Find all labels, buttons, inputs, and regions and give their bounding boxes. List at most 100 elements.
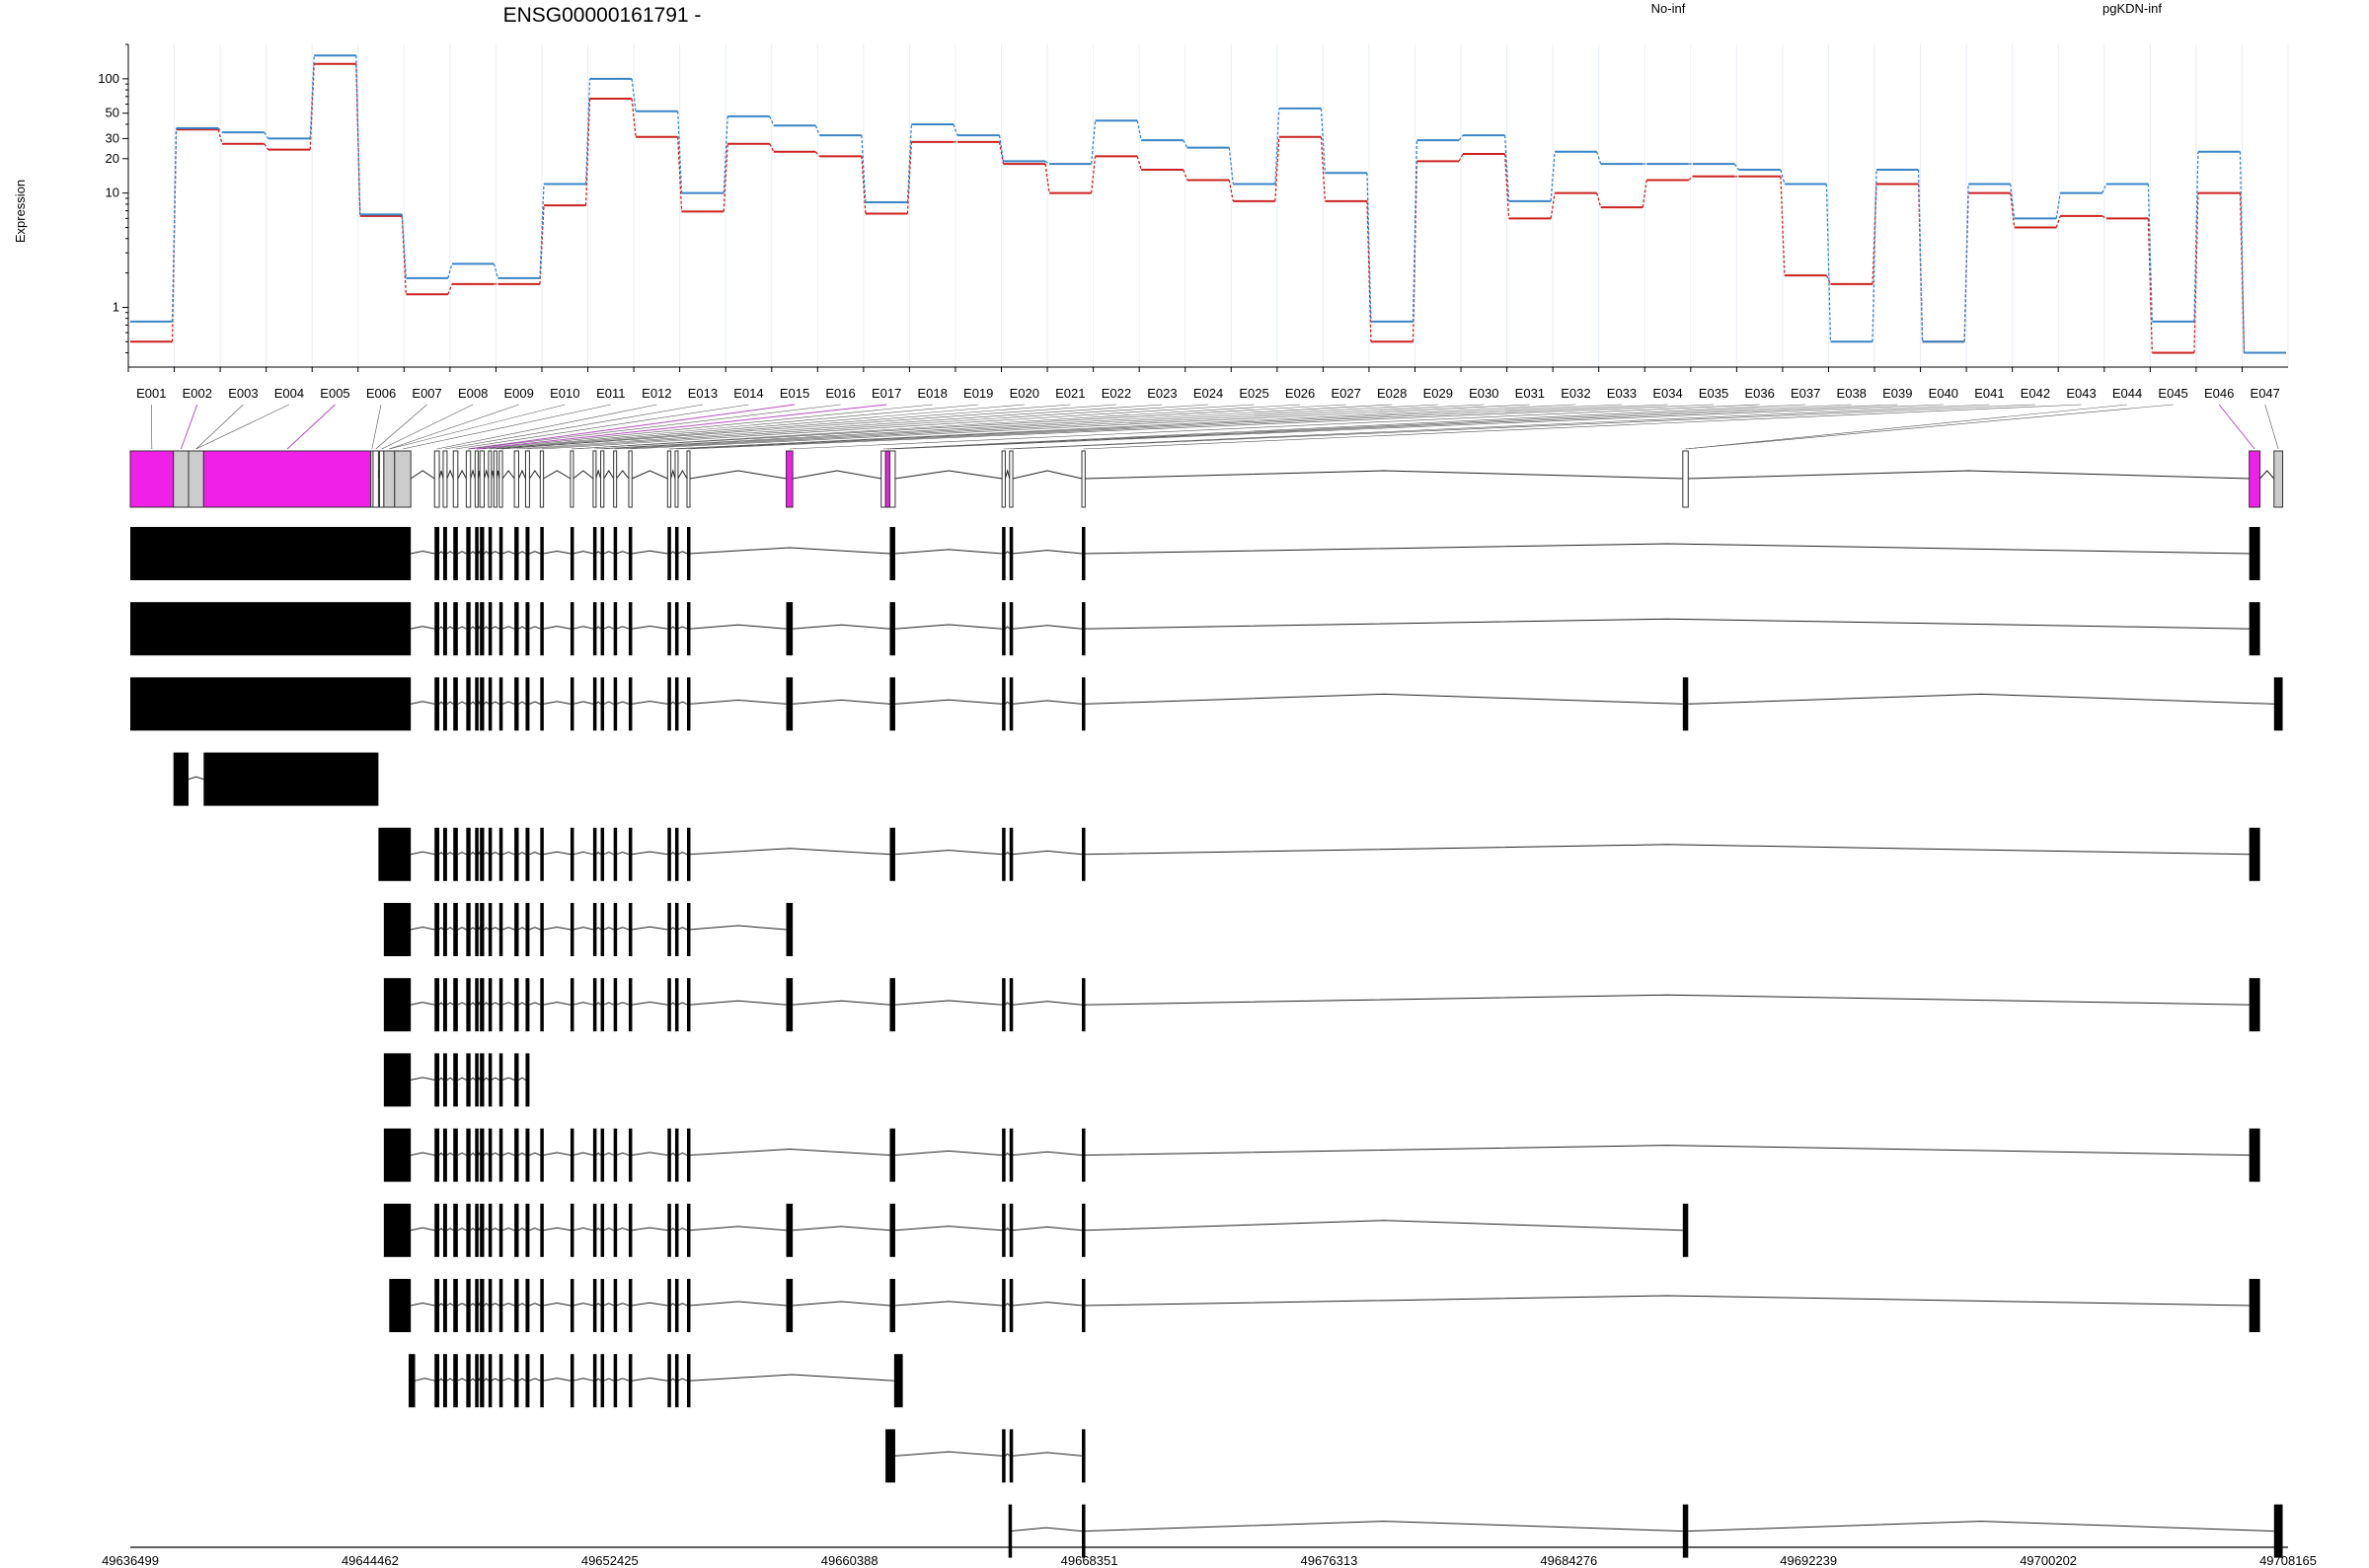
transcript-intron (457, 1303, 467, 1307)
transcript-intron (573, 1227, 594, 1232)
transcript-intron (438, 1152, 444, 1156)
transcript-exon (600, 1128, 605, 1182)
exon-connector (455, 404, 749, 450)
transcript-intron (689, 925, 787, 931)
genomic-tick-label: 49636499 (102, 1553, 159, 1568)
genomic-axis: 49636499 49644462 49652425 49660388 49668351… (102, 1546, 2317, 1568)
transcript-intron (894, 1226, 1003, 1232)
transcript-exon (1682, 1504, 1689, 1558)
transcript-exon (592, 978, 597, 1032)
transcript-intron (689, 848, 890, 856)
x-tick-label: E025 (1239, 386, 1268, 401)
series-2-link (355, 55, 361, 215)
genomic-tick-label: 49676313 (1301, 1553, 1358, 1568)
exon-connector (402, 404, 611, 450)
transcript-intron (670, 927, 676, 931)
transcript-exon (480, 1354, 485, 1408)
transcript-exon (442, 1354, 447, 1408)
y-tick-label: 100 (98, 71, 119, 86)
transcript-exon (498, 827, 503, 881)
transcript-row (173, 752, 379, 806)
exon-bin (493, 450, 497, 508)
genomic-tick-label: 49668351 (1061, 1553, 1118, 1568)
transcript-exon (378, 827, 412, 881)
transcript-intron (894, 624, 1003, 630)
transcript-intron (470, 1378, 476, 1381)
transcript-exon (1002, 677, 1006, 731)
transcript-intron (1688, 1521, 2274, 1532)
transcript-exon (475, 827, 479, 881)
exon-bin (524, 450, 530, 508)
exon-bin (786, 450, 794, 508)
transcript-intron (457, 1378, 467, 1381)
transcript-row (1008, 1504, 2283, 1558)
transcript-exon (498, 1053, 503, 1107)
transcript-row (885, 1429, 1086, 1483)
transcript-exon (889, 527, 895, 580)
x-tick-label: E032 (1561, 386, 1590, 401)
transcript-intron (457, 1152, 467, 1157)
transcript-exon (525, 1053, 530, 1107)
transcript-intron (616, 551, 630, 555)
transcript-exon (613, 1279, 618, 1332)
transcript-intron (501, 551, 515, 555)
transcript-exon (628, 1279, 633, 1332)
series-2-link (906, 123, 913, 203)
transcript-exon (488, 1203, 493, 1257)
series-2-link (309, 55, 315, 139)
genomic-tick-label: 49692239 (1780, 1553, 1837, 1568)
transcript-intron (457, 551, 467, 555)
exon-connector (2218, 404, 2255, 450)
transcript-exon (686, 527, 691, 580)
transcript-exon (383, 1053, 412, 1107)
exon-connector (1011, 404, 2035, 450)
transcript-intron (1005, 1002, 1011, 1006)
transcript-exon (686, 1128, 691, 1182)
x-tick-label: E004 (274, 386, 304, 401)
intron-line (603, 470, 615, 480)
transcript-intron (670, 626, 676, 630)
transcript-intron (484, 551, 490, 555)
transcript-intron (677, 927, 688, 931)
series-1-link (401, 215, 407, 295)
exon-bin (479, 450, 486, 508)
transcript-exon (889, 1203, 895, 1257)
transcript-intron (501, 927, 515, 931)
transcript-intron (529, 551, 541, 555)
transcript-intron (677, 1152, 688, 1157)
exon-connector (688, 404, 1715, 450)
exon-connector (892, 404, 1944, 450)
transcript-intron (595, 1228, 601, 1232)
series-1-link (723, 143, 728, 212)
transcript-intron (1085, 1521, 1683, 1532)
transcript-exon (893, 1354, 903, 1408)
transcript-exon (1082, 1203, 1086, 1257)
transcript-intron (529, 1002, 541, 1006)
transcript-intron (438, 626, 444, 630)
transcript-intron (894, 549, 1003, 555)
transcripts (130, 527, 2283, 1558)
transcript-exon (592, 1354, 597, 1408)
x-tick-label: E005 (320, 386, 349, 401)
transcript-intron (411, 1227, 435, 1232)
exon-connector (495, 404, 1025, 450)
transcript-exon (592, 1279, 597, 1332)
series-2-link (861, 135, 867, 203)
transcript-intron (529, 1303, 541, 1307)
exon-connector (572, 404, 1301, 450)
transcript-exon (1002, 827, 1006, 881)
transcript-intron (573, 1378, 594, 1381)
series-1-link (1688, 176, 1694, 181)
transcript-exon (480, 602, 485, 656)
transcript-exon (434, 602, 440, 656)
transcript-exon (674, 827, 679, 881)
series-2-link (953, 123, 958, 136)
exon-connector (371, 404, 382, 450)
transcript-exon (592, 602, 597, 656)
series-2-link (769, 115, 775, 126)
transcript-intron (518, 701, 526, 705)
transcript-intron (670, 1152, 676, 1156)
transcript-intron (1013, 700, 1083, 705)
transcript-exon (1009, 1429, 1014, 1483)
series-1-link (1550, 192, 1556, 219)
